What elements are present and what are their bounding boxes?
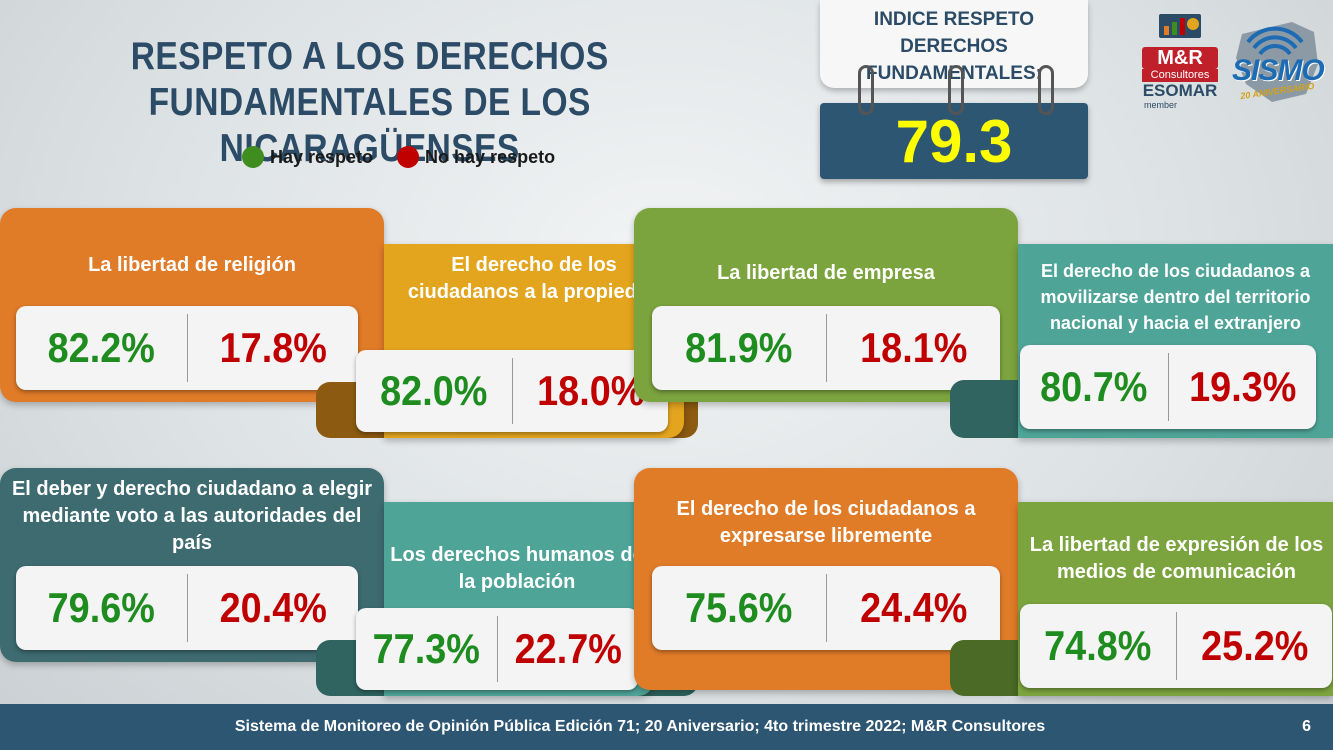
divider — [1167, 353, 1169, 421]
value-box: 79.6% 20.4% — [16, 566, 358, 650]
no-respect-value: 25.2% — [1200, 622, 1308, 669]
sismo-name: SISMO — [1232, 54, 1325, 87]
mr-sub: Consultores — [1142, 69, 1218, 82]
card-label: La libertad de expresión de los medios d… — [1029, 534, 1324, 583]
divider — [186, 314, 188, 382]
page-title: RESPETO A LOS DERECHOS FUNDAMENTALES DE … — [30, 34, 709, 172]
rights-card: El deber y derecho ciudadano a elegir me… — [0, 468, 384, 662]
divider — [825, 574, 827, 642]
sismo-logo: SISMO 20 ANIVERSARIO — [1222, 14, 1328, 108]
divider — [511, 358, 513, 424]
index-label-line-1: INDICE RESPETO DERECHOS — [873, 9, 1035, 57]
value-box: 81.9% 18.1% — [652, 306, 1000, 390]
value-box: 77.3% 22.7% — [356, 608, 638, 690]
footer-text: Sistema de Monitoreo de Opinión Pública … — [234, 718, 1046, 735]
card-label: El deber y derecho ciudadano a elegir me… — [11, 478, 373, 554]
no-respect-value: 20.4% — [219, 584, 327, 631]
rights-card: La libertad de empresa 81.9% 18.1% — [634, 208, 1018, 402]
no-respect-value: 22.7% — [514, 625, 622, 672]
respect-value: 74.8% — [1044, 622, 1152, 669]
no-respect-value: 19.3% — [1188, 363, 1296, 410]
legend-item-yes: Hay respeto — [242, 146, 373, 168]
index-value: 79.3 — [895, 107, 1013, 175]
divider — [496, 616, 498, 682]
title-line-2: FUNDAMENTALES DE LOS NICARAGÜENSES — [148, 81, 591, 170]
green-dot-icon — [242, 146, 264, 168]
legend-item-no: No hay respeto — [397, 146, 555, 168]
value-box: 75.6% 24.4% — [652, 566, 1000, 650]
respect-value: 82.2% — [47, 324, 155, 371]
mr-consultores-logo: M&R Consultores ESOMAR member — [1142, 10, 1218, 120]
rights-card: La libertad de religión 82.2% 17.8% — [0, 208, 384, 402]
card-label: El derecho de los ciudadanos a la propie… — [407, 254, 661, 303]
calendar-ring-icon — [1038, 65, 1054, 115]
index-label-line-2: FUNDAMENTALES: — [866, 63, 1042, 84]
divider — [1175, 612, 1177, 680]
card-label: El derecho de los ciudadanos a movilizar… — [1040, 261, 1311, 333]
divider — [825, 314, 827, 382]
calendar-ring-icon — [858, 65, 874, 115]
red-dot-icon — [397, 146, 420, 168]
value-box: 80.7% 19.3% — [1020, 345, 1316, 429]
respect-value: 77.3% — [372, 625, 480, 672]
card-label: La libertad de religión — [88, 254, 296, 276]
legend-label-no: No hay respeto — [425, 146, 556, 167]
card-label: Los derechos humanos de la población — [390, 544, 644, 593]
value-box: 82.2% 17.8% — [16, 306, 358, 390]
respect-value: 82.0% — [380, 367, 488, 414]
card-label: El derecho de los ciudadanos a expresars… — [676, 498, 976, 547]
chart-icon — [1159, 14, 1201, 38]
no-respect-value: 24.4% — [859, 584, 967, 631]
esomar-label: ESOMAR — [1142, 81, 1218, 100]
value-box: 82.0% 18.0% — [356, 350, 668, 432]
calendar-ring-icon — [948, 65, 964, 115]
respect-value: 80.7% — [1040, 363, 1148, 410]
mr-name: M&R — [1142, 47, 1218, 69]
page-number: 6 — [1302, 718, 1311, 735]
footer-bar: Sistema de Monitoreo de Opinión Pública … — [0, 704, 1333, 750]
respect-value: 79.6% — [47, 584, 155, 631]
card-label: La libertad de empresa — [717, 262, 935, 284]
no-respect-value: 18.1% — [859, 324, 967, 371]
divider — [186, 574, 188, 642]
value-box: 74.8% 25.2% — [1020, 604, 1332, 688]
index-label-card: INDICE RESPETO DERECHOS FUNDAMENTALES: — [820, 0, 1088, 88]
respect-value: 81.9% — [685, 324, 793, 371]
legend: Hay respeto No hay respeto — [242, 146, 555, 168]
nicaragua-map-icon — [1236, 22, 1318, 102]
member-label: member — [1144, 100, 1178, 110]
no-respect-value: 18.0% — [536, 367, 644, 414]
respect-value: 75.6% — [685, 584, 793, 631]
legend-label-yes: Hay respeto — [270, 146, 374, 167]
index-value-card: 79.3 — [820, 103, 1088, 179]
title-line-1: RESPETO A LOS DERECHOS — [130, 35, 609, 78]
no-respect-value: 17.8% — [219, 324, 327, 371]
